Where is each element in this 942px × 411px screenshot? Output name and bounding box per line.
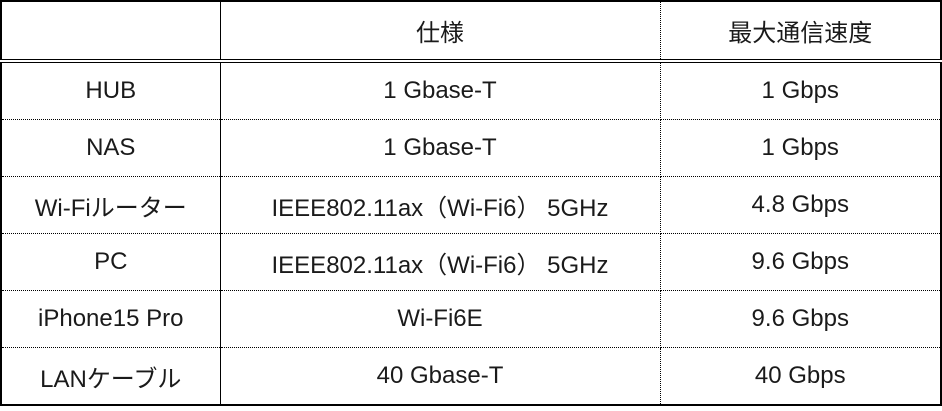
table-row: PC IEEE802.11ax（Wi-Fi6） 5GHz 9.6 Gbps bbox=[1, 233, 941, 291]
column-header-spec: 仕様 bbox=[220, 1, 661, 63]
device-name-cell: PC bbox=[1, 233, 221, 291]
spec-cell: IEEE802.11ax（Wi-Fi6） 5GHz bbox=[220, 233, 661, 291]
max-speed-cell: 4.8 Gbps bbox=[660, 176, 941, 234]
spec-cell: 40 Gbase-T bbox=[220, 347, 661, 406]
max-speed-cell: 40 Gbps bbox=[660, 347, 941, 406]
max-speed-cell: 9.6 Gbps bbox=[660, 233, 941, 291]
table-row: iPhone15 Pro Wi-Fi6E 9.6 Gbps bbox=[1, 290, 941, 348]
column-header-device bbox=[1, 1, 221, 63]
device-name-cell: NAS bbox=[1, 119, 221, 177]
max-speed-cell: 1 Gbps bbox=[660, 119, 941, 177]
device-name-cell: HUB bbox=[1, 61, 221, 120]
max-speed-cell: 9.6 Gbps bbox=[660, 290, 941, 348]
device-name-cell: Wi-Fiルーター bbox=[1, 176, 221, 234]
column-header-max-speed: 最大通信速度 bbox=[660, 1, 941, 63]
table-row: HUB 1 Gbase-T 1 Gbps bbox=[1, 61, 941, 120]
table-row: Wi-Fiルーター IEEE802.11ax（Wi-Fi6） 5GHz 4.8 … bbox=[1, 176, 941, 234]
header-row: 仕様 最大通信速度 bbox=[1, 1, 941, 63]
device-name-cell: LANケーブル bbox=[1, 347, 221, 406]
table-row: NAS 1 Gbase-T 1 Gbps bbox=[1, 119, 941, 177]
spec-cell: IEEE802.11ax（Wi-Fi6） 5GHz bbox=[220, 176, 661, 234]
spec-cell: 1 Gbase-T bbox=[220, 119, 661, 177]
device-name-cell: iPhone15 Pro bbox=[1, 290, 221, 348]
table-row: LANケーブル 40 Gbase-T 40 Gbps bbox=[1, 347, 941, 406]
spec-cell: 1 Gbase-T bbox=[220, 61, 661, 120]
max-speed-cell: 1 Gbps bbox=[660, 61, 941, 120]
spec-cell: Wi-Fi6E bbox=[220, 290, 661, 348]
